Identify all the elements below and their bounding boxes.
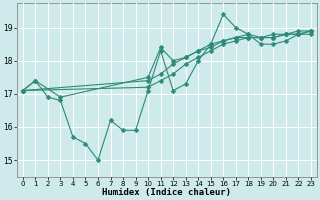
X-axis label: Humidex (Indice chaleur): Humidex (Indice chaleur) <box>102 188 231 197</box>
